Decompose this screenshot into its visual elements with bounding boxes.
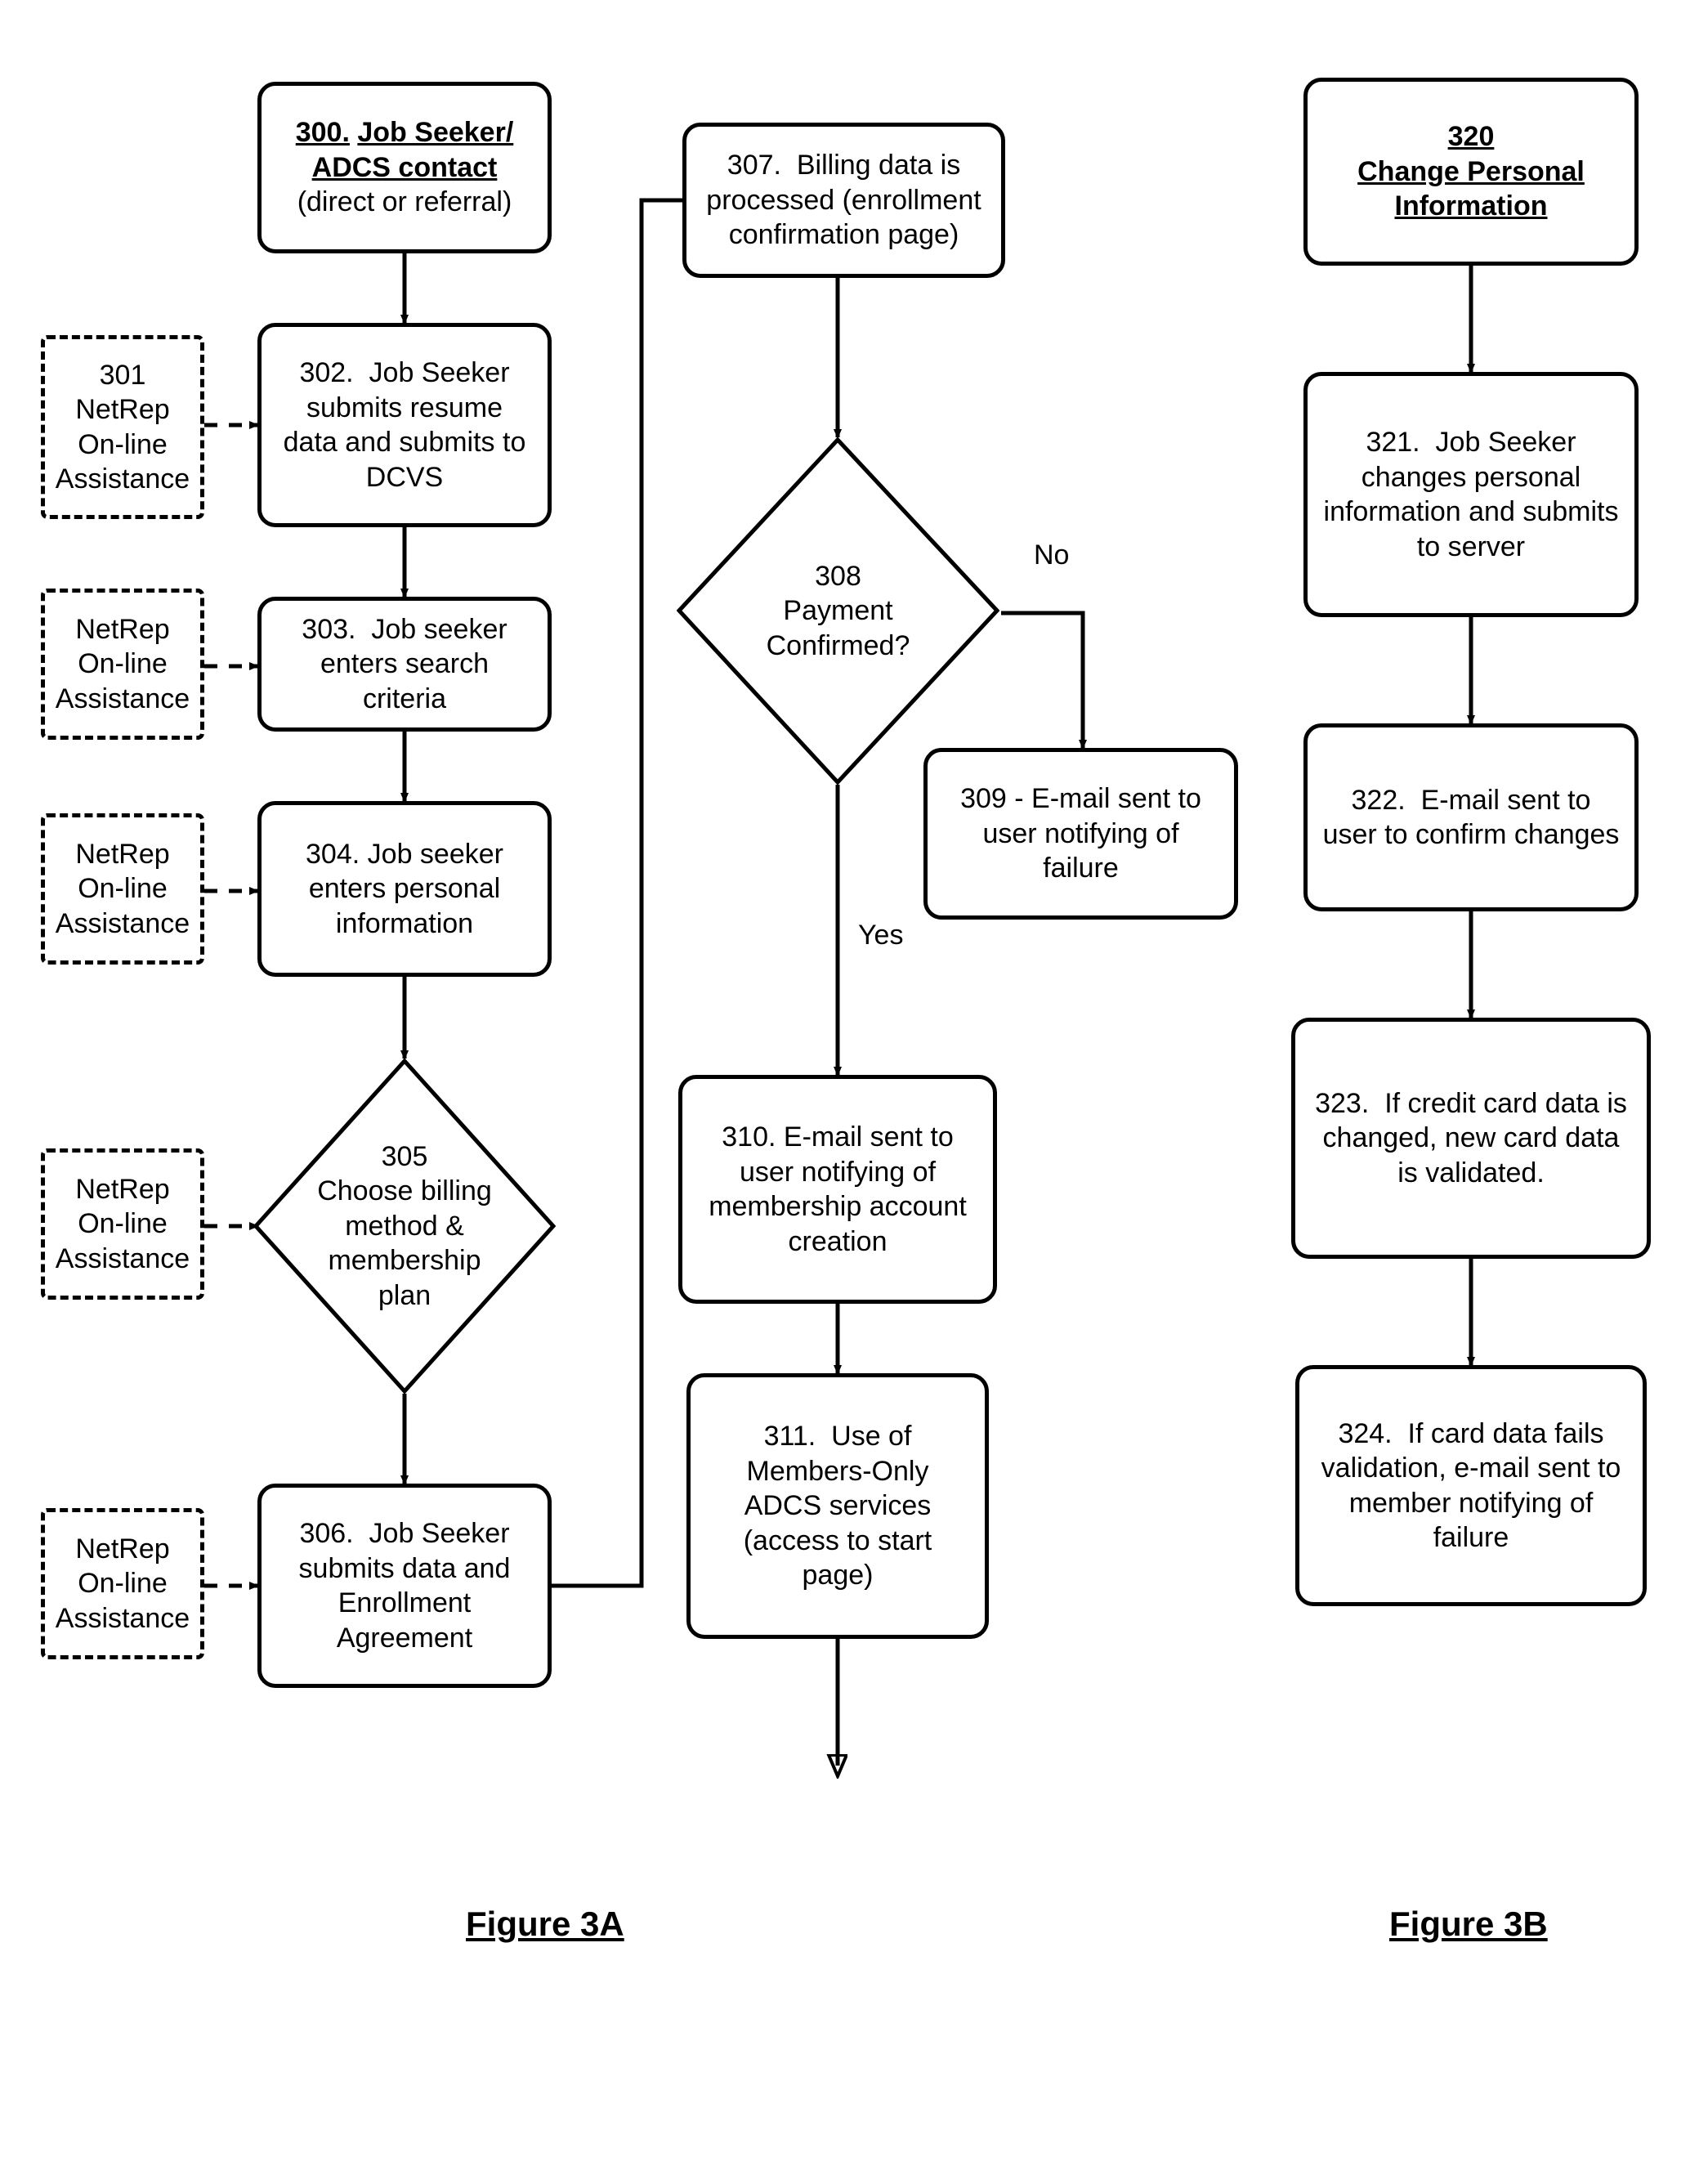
node-303: 303. Job seeker enters search criteria [257,597,552,732]
node-text: 324. If card data fails validation, e-ma… [1314,1417,1628,1556]
node-320: 320 Change PersonalInformation [1303,78,1639,266]
node-line: Assistance [56,1601,190,1636]
node-sub: (direct or referral) [297,185,512,220]
node-text: 310. E-mail sent to user notifying of me… [697,1120,978,1259]
netrep-box: NetRep On-line Assistance [41,589,204,740]
node-text: Choose billing method & membership plan [298,1174,511,1313]
node-310: 310. E-mail sent to user notifying of me… [678,1075,997,1304]
node-line: NetRep [75,1532,169,1567]
node-text: 323. If credit card data is changed, new… [1310,1086,1632,1191]
node-text: 302. Job Seeker submits resume data and … [276,356,533,495]
node-num: 305 [382,1139,428,1175]
node-304: 304. Job seeker enters personal informat… [257,801,552,977]
node-line: NetRep [75,1172,169,1207]
node-text: 322. E-mail sent to user to confirm chan… [1322,783,1620,853]
node-324: 324. If card data fails validation, e-ma… [1295,1365,1647,1606]
node-text: 311. Use of Members-Only ADCS services (… [705,1419,970,1593]
node-text: 306. Job Seeker submits data and Enrollm… [276,1516,533,1655]
node-num: 300. [296,117,350,148]
node-307: 307. Billing data is processed (enrollme… [682,123,1005,278]
node-text: 321. Job Seeker changes personal informa… [1322,425,1620,564]
node-line: Assistance [56,906,190,942]
node-311: 311. Use of Members-Only ADCS services (… [686,1373,989,1639]
node-text: Payment Confirmed? [744,593,932,663]
node-text: 303. Job seeker enters search criteria [276,612,533,717]
edge-label-yes: Yes [858,920,903,951]
node-308-decision: 308 Payment Confirmed? [677,437,999,785]
node-line: Assistance [56,462,190,497]
netrep-box: NetRep On-line Assistance [41,1508,204,1659]
node-306: 306. Job Seeker submits data and Enrollm… [257,1484,552,1688]
flowchart-canvas: 301 NetRep On-line Assistance NetRep On-… [33,33,1675,2147]
netrep-box: NetRep On-line Assistance [41,1148,204,1300]
node-309: 309 - E-mail sent to user notifying of f… [923,748,1238,920]
node-322: 322. E-mail sent to user to confirm chan… [1303,723,1639,911]
netrep-box-301: 301 NetRep On-line Assistance [41,335,204,519]
node-323: 323. If credit card data is changed, new… [1291,1018,1651,1259]
node-321: 321. Job Seeker changes personal informa… [1303,372,1639,617]
node-line: On-line [78,1566,168,1601]
figure-label-b: Figure 3B [1389,1905,1548,1944]
node-text: 309 - E-mail sent to user notifying of f… [942,781,1219,886]
node-line: NetRep [75,392,169,427]
node-num: 320 [1448,119,1495,154]
netrep-box: NetRep On-line Assistance [41,813,204,965]
node-title: Change PersonalInformation [1357,154,1585,224]
node-300: 300. Job Seeker/ADCS contact (direct or … [257,82,552,253]
node-text: 304. Job seeker enters personal informat… [276,837,533,942]
node-text: 307. Billing data is processed (enrollme… [701,148,986,253]
node-line: On-line [78,871,168,906]
node-305-decision: 305 Choose billing method & membership p… [253,1059,556,1394]
node-line: NetRep [75,612,169,647]
node-line: Assistance [56,682,190,717]
node-line: NetRep [75,837,169,872]
figure-label-a: Figure 3A [466,1905,624,1944]
node-line: On-line [78,427,168,463]
node-num: 301 [100,358,146,393]
node-line: On-line [78,647,168,682]
node-line: Assistance [56,1242,190,1277]
edge-label-no: No [1034,539,1069,571]
node-num: 308 [815,559,861,594]
node-302: 302. Job Seeker submits resume data and … [257,323,552,527]
node-line: On-line [78,1206,168,1242]
